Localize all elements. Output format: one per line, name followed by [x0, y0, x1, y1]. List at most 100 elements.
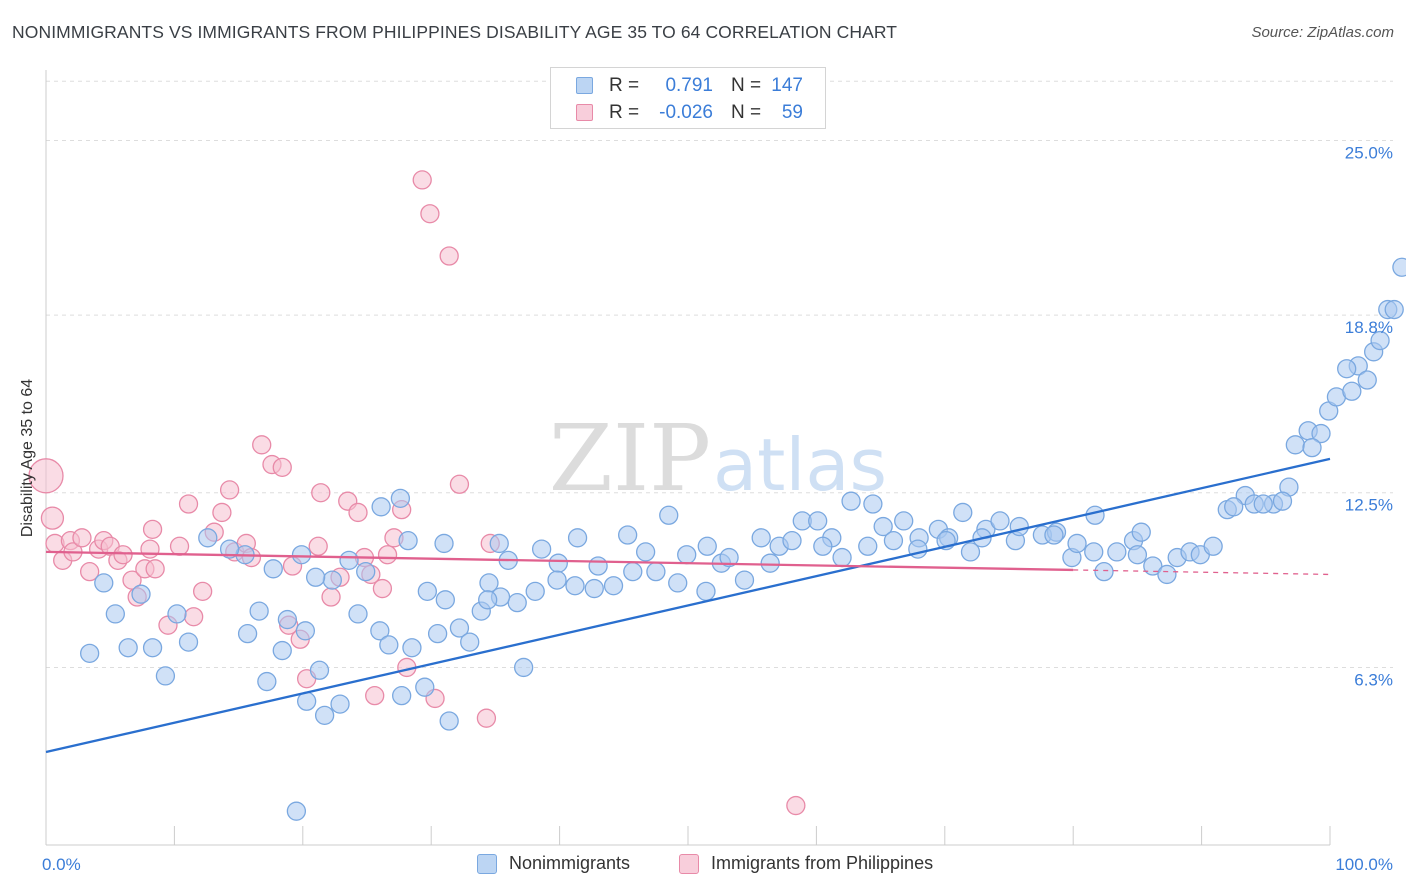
legend-row-nonimmigrants: R = 0.791 N = 147	[551, 73, 825, 99]
point-nonimmigrants	[330, 694, 350, 714]
point-nonimmigrants	[1009, 516, 1029, 537]
point-nonimmigrants	[402, 638, 422, 658]
point-nonimmigrants	[1067, 533, 1087, 554]
point-nonimmigrants	[272, 640, 292, 661]
point-nonimmigrants	[434, 533, 454, 554]
point-immigrants	[140, 539, 160, 559]
point-nonimmigrants	[1127, 545, 1148, 565]
point-nonimmigrants	[356, 561, 376, 582]
point-nonimmigrants	[1044, 525, 1064, 545]
point-nonimmigrants	[392, 685, 412, 706]
legend-r-label: R =	[609, 102, 640, 123]
legend-r-value: 0.791	[665, 75, 713, 96]
point-nonimmigrants	[623, 561, 643, 582]
point-nonimmigrants	[291, 545, 312, 565]
point-nonimmigrants	[813, 536, 833, 556]
series-nonimmigrants-points	[80, 257, 1406, 821]
y-tick-label: 12.5%	[1345, 496, 1393, 515]
point-nonimmigrants	[565, 576, 585, 596]
point-nonimmigrants	[1094, 561, 1114, 582]
point-nonimmigrants	[1311, 423, 1331, 444]
point-nonimmigrants	[719, 547, 739, 568]
point-nonimmigrants	[1085, 505, 1105, 525]
point-nonimmigrants	[953, 502, 973, 523]
legend-n-label: N =	[731, 102, 762, 123]
point-nonimmigrants	[105, 604, 125, 624]
point-nonimmigrants	[460, 632, 480, 652]
point-immigrants	[192, 581, 213, 602]
point-nonimmigrants	[322, 570, 342, 590]
point-immigrants	[311, 483, 331, 503]
point-nonimmigrants	[237, 623, 258, 644]
point-nonimmigrants	[990, 511, 1010, 531]
point-immigrants	[184, 607, 204, 627]
point-nonimmigrants	[435, 590, 455, 610]
point-immigrants	[449, 474, 470, 494]
point-immigrants	[113, 545, 133, 565]
point-nonimmigrants	[478, 590, 498, 610]
point-nonimmigrants	[635, 542, 656, 562]
watermark-atlas: atlas	[713, 423, 887, 507]
point-immigrants	[365, 685, 385, 706]
point-nonimmigrants	[567, 528, 588, 548]
point-immigrants	[272, 457, 292, 478]
point-nonimmigrants	[1384, 299, 1404, 320]
point-nonimmigrants	[94, 573, 114, 593]
point-nonimmigrants	[646, 561, 666, 582]
point-nonimmigrants	[155, 666, 176, 686]
point-nonimmigrants	[371, 497, 391, 517]
point-nonimmigrants	[1224, 497, 1244, 517]
point-immigrants	[142, 519, 163, 540]
point-nonimmigrants	[1107, 542, 1127, 562]
point-nonimmigrants	[379, 635, 399, 655]
axes	[45, 70, 1331, 846]
gridlines	[46, 80, 1393, 668]
legend-swatch-blue	[576, 77, 593, 94]
point-immigrants	[439, 246, 459, 266]
trend-line-immigrants	[45, 550, 1074, 572]
point-nonimmigrants	[696, 581, 716, 602]
point-nonimmigrants	[370, 621, 390, 641]
point-nonimmigrants	[309, 660, 330, 680]
point-immigrants	[40, 506, 65, 530]
point-nonimmigrants	[348, 604, 368, 624]
chart-title: NONIMMIGRANTS VS IMMIGRANTS FROM PHILIPP…	[12, 22, 898, 42]
point-nonimmigrants	[734, 570, 755, 590]
point-nonimmigrants	[198, 528, 218, 548]
point-nonimmigrants	[832, 547, 852, 568]
point-immigrants	[372, 578, 393, 599]
series-legend: Nonimmigrants Immigrants from Philippine…	[0, 852, 1406, 878]
point-nonimmigrants	[618, 525, 638, 545]
point-nonimmigrants	[427, 623, 448, 644]
point-nonimmigrants	[584, 578, 604, 599]
legend-n-label: N =	[731, 75, 762, 96]
point-nonimmigrants	[659, 505, 679, 525]
point-nonimmigrants	[417, 581, 437, 602]
point-immigrants	[178, 494, 199, 514]
point-nonimmigrants	[1342, 381, 1362, 401]
point-nonimmigrants	[513, 657, 534, 678]
legend-label-nonimmigrants: Nonimmigrants	[509, 853, 631, 873]
point-nonimmigrants	[1157, 564, 1177, 585]
point-nonimmigrants	[1337, 359, 1357, 379]
point-nonimmigrants	[449, 618, 470, 638]
y-tick-label: 25.0%	[1345, 143, 1393, 162]
watermark-zip: ZIP	[549, 405, 711, 512]
point-nonimmigrants	[80, 643, 100, 664]
legend-n-value: 147	[771, 75, 803, 96]
point-immigrants	[377, 545, 398, 565]
point-nonimmigrants	[873, 516, 893, 537]
point-nonimmigrants	[286, 801, 307, 821]
point-immigrants	[412, 170, 432, 190]
point-nonimmigrants	[257, 671, 277, 692]
point-immigrants	[219, 480, 240, 500]
point-immigrants	[321, 587, 341, 607]
point-nonimmigrants	[1392, 257, 1406, 277]
point-immigrants	[476, 708, 497, 728]
point-immigrants	[80, 561, 100, 582]
x-tick-label: 0.0%	[42, 855, 81, 874]
point-nonimmigrants	[305, 567, 326, 587]
legend-row-immigrants: R = -0.026 N = 59	[551, 100, 825, 126]
point-nonimmigrants	[760, 553, 780, 573]
